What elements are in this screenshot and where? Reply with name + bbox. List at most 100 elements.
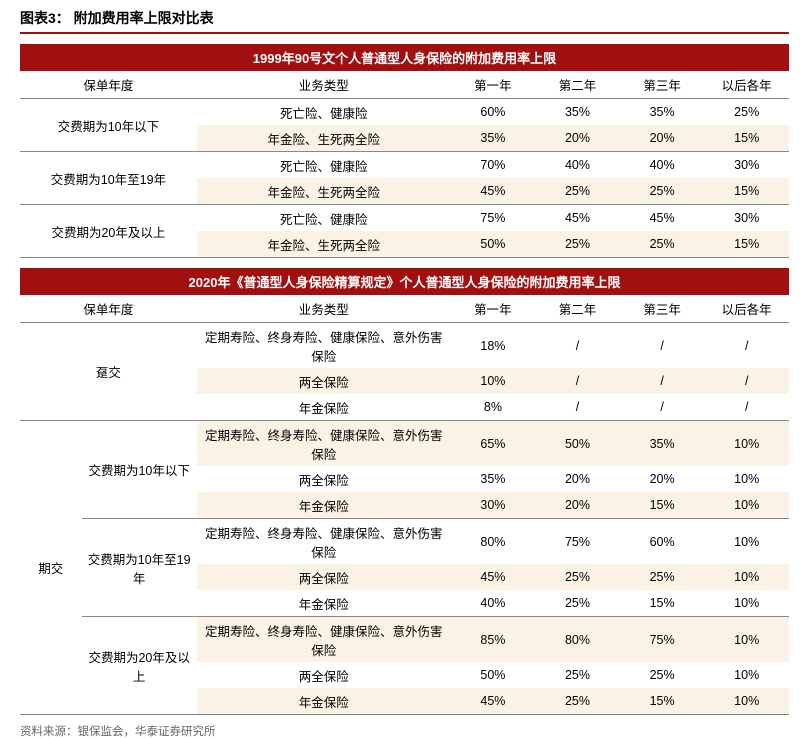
col-header-biztype: 业务类型 — [197, 71, 451, 99]
value-cell: 50% — [451, 231, 536, 258]
biz-type-cell: 定期寿险、终身寿险、健康保险、意外伤害保险 — [197, 323, 451, 369]
value-cell: 80% — [451, 519, 536, 565]
value-cell: / — [620, 368, 705, 394]
value-cell: 20% — [620, 466, 705, 492]
value-cell: 30% — [704, 152, 789, 179]
col-header-y2: 第二年 — [535, 295, 620, 323]
value-cell: 70% — [451, 152, 536, 179]
value-cell: 25% — [535, 231, 620, 258]
biz-type-cell: 两全保险 — [197, 662, 451, 688]
table-row: 交费期为10年至19年定期寿险、终身寿险、健康保险、意外伤害保险80%75%60… — [20, 519, 789, 565]
figure-title: 图表3： 附加费用率上限对比表 — [20, 8, 789, 28]
value-cell: 25% — [704, 99, 789, 126]
table-row: 交费期为10年以下死亡险、健康险60%35%35%25% — [20, 99, 789, 126]
biz-type-cell: 两全保险 — [197, 564, 451, 590]
value-cell: / — [704, 368, 789, 394]
value-cell: 65% — [451, 421, 536, 467]
value-cell: 45% — [535, 205, 620, 232]
value-cell: 85% — [451, 617, 536, 663]
value-cell: 20% — [535, 492, 620, 519]
value-cell: 20% — [535, 466, 620, 492]
col-header-y4: 以后各年 — [704, 71, 789, 99]
value-cell: 40% — [451, 590, 536, 617]
biz-type-cell: 死亡险、健康险 — [197, 205, 451, 232]
biz-type-cell: 定期寿险、终身寿险、健康保险、意外伤害保险 — [197, 519, 451, 565]
comparison-table-2020: 2020年《普通型人身保险精算规定》个人普通型人身保险的附加费用率上限 保单年度… — [20, 268, 789, 715]
value-cell: 10% — [704, 590, 789, 617]
value-cell: 10% — [704, 421, 789, 467]
value-cell: 50% — [451, 662, 536, 688]
value-cell: 15% — [704, 178, 789, 205]
value-cell: 15% — [620, 688, 705, 715]
value-cell: 10% — [451, 368, 536, 394]
value-cell: / — [535, 323, 620, 369]
value-cell: 60% — [451, 99, 536, 126]
pay-type-cell: 趸交 — [20, 323, 197, 421]
table-gap — [20, 258, 789, 268]
policy-period-cell: 交费期为10年至19年 — [82, 519, 197, 617]
value-cell: 35% — [620, 421, 705, 467]
col-header-biztype: 业务类型 — [197, 295, 451, 323]
biz-type-cell: 死亡险、健康险 — [197, 99, 451, 126]
value-cell: 15% — [620, 590, 705, 617]
banner-text: 1999年90号文个人普通型人身保险的附加费用率上限 — [20, 44, 789, 71]
value-cell: 45% — [451, 564, 536, 590]
source-text: 资料来源：银保监会，华泰证券研究所 — [20, 723, 789, 739]
biz-type-cell: 两全保险 — [197, 466, 451, 492]
comparison-table-1999: 1999年90号文个人普通型人身保险的附加费用率上限 保单年度 业务类型 第一年… — [20, 44, 789, 258]
table-row: 趸交定期寿险、终身寿险、健康保险、意外伤害保险18%/// — [20, 323, 789, 369]
biz-type-cell: 两全保险 — [197, 368, 451, 394]
value-cell: 10% — [704, 662, 789, 688]
value-cell: 50% — [535, 421, 620, 467]
value-cell: 45% — [451, 178, 536, 205]
biz-type-cell: 年金保险 — [197, 394, 451, 421]
value-cell: 45% — [620, 205, 705, 232]
table-banner: 1999年90号文个人普通型人身保险的附加费用率上限 — [20, 44, 789, 71]
biz-type-cell: 年金险、生死两全险 — [197, 125, 451, 152]
value-cell: 60% — [620, 519, 705, 565]
table-header-row: 保单年度 业务类型 第一年 第二年 第三年 以后各年 — [20, 295, 789, 323]
value-cell: 15% — [704, 231, 789, 258]
value-cell: 25% — [535, 662, 620, 688]
value-cell: 35% — [451, 125, 536, 152]
value-cell: 40% — [535, 152, 620, 179]
value-cell: / — [704, 323, 789, 369]
col-header-y3: 第三年 — [620, 295, 705, 323]
policy-period-cell: 交费期为10年以下 — [20, 99, 197, 152]
value-cell: / — [620, 394, 705, 421]
value-cell: 25% — [620, 178, 705, 205]
value-cell: 15% — [620, 492, 705, 519]
value-cell: 30% — [451, 492, 536, 519]
policy-period-cell: 交费期为20年及以上 — [20, 205, 197, 258]
value-cell: / — [535, 394, 620, 421]
value-cell: 75% — [535, 519, 620, 565]
value-cell: 80% — [535, 617, 620, 663]
title-underline — [20, 32, 789, 34]
table-row: 期交交费期为10年以下定期寿险、终身寿险、健康保险、意外伤害保险65%50%35… — [20, 421, 789, 467]
value-cell: 10% — [704, 564, 789, 590]
biz-type-cell: 定期寿险、终身寿险、健康保险、意外伤害保险 — [197, 617, 451, 663]
value-cell: 25% — [620, 564, 705, 590]
value-cell: 30% — [704, 205, 789, 232]
value-cell: 15% — [704, 125, 789, 152]
value-cell: 10% — [704, 519, 789, 565]
banner-text: 2020年《普通型人身保险精算规定》个人普通型人身保险的附加费用率上限 — [20, 268, 789, 295]
value-cell: 35% — [535, 99, 620, 126]
value-cell: 8% — [451, 394, 536, 421]
table-banner: 2020年《普通型人身保险精算规定》个人普通型人身保险的附加费用率上限 — [20, 268, 789, 295]
col-header-y1: 第一年 — [451, 295, 536, 323]
table-row: 交费期为20年及以上定期寿险、终身寿险、健康保险、意外伤害保险85%80%75%… — [20, 617, 789, 663]
value-cell: 20% — [535, 125, 620, 152]
value-cell: 25% — [620, 231, 705, 258]
biz-type-cell: 定期寿险、终身寿险、健康保险、意外伤害保险 — [197, 421, 451, 467]
value-cell: 25% — [535, 590, 620, 617]
value-cell: / — [535, 368, 620, 394]
biz-type-cell: 死亡险、健康险 — [197, 152, 451, 179]
policy-period-cell: 交费期为20年及以上 — [82, 617, 197, 715]
col-header-y3: 第三年 — [620, 71, 705, 99]
value-cell: 40% — [620, 152, 705, 179]
col-header-y4: 以后各年 — [704, 295, 789, 323]
value-cell: / — [620, 323, 705, 369]
value-cell: / — [704, 394, 789, 421]
value-cell: 18% — [451, 323, 536, 369]
